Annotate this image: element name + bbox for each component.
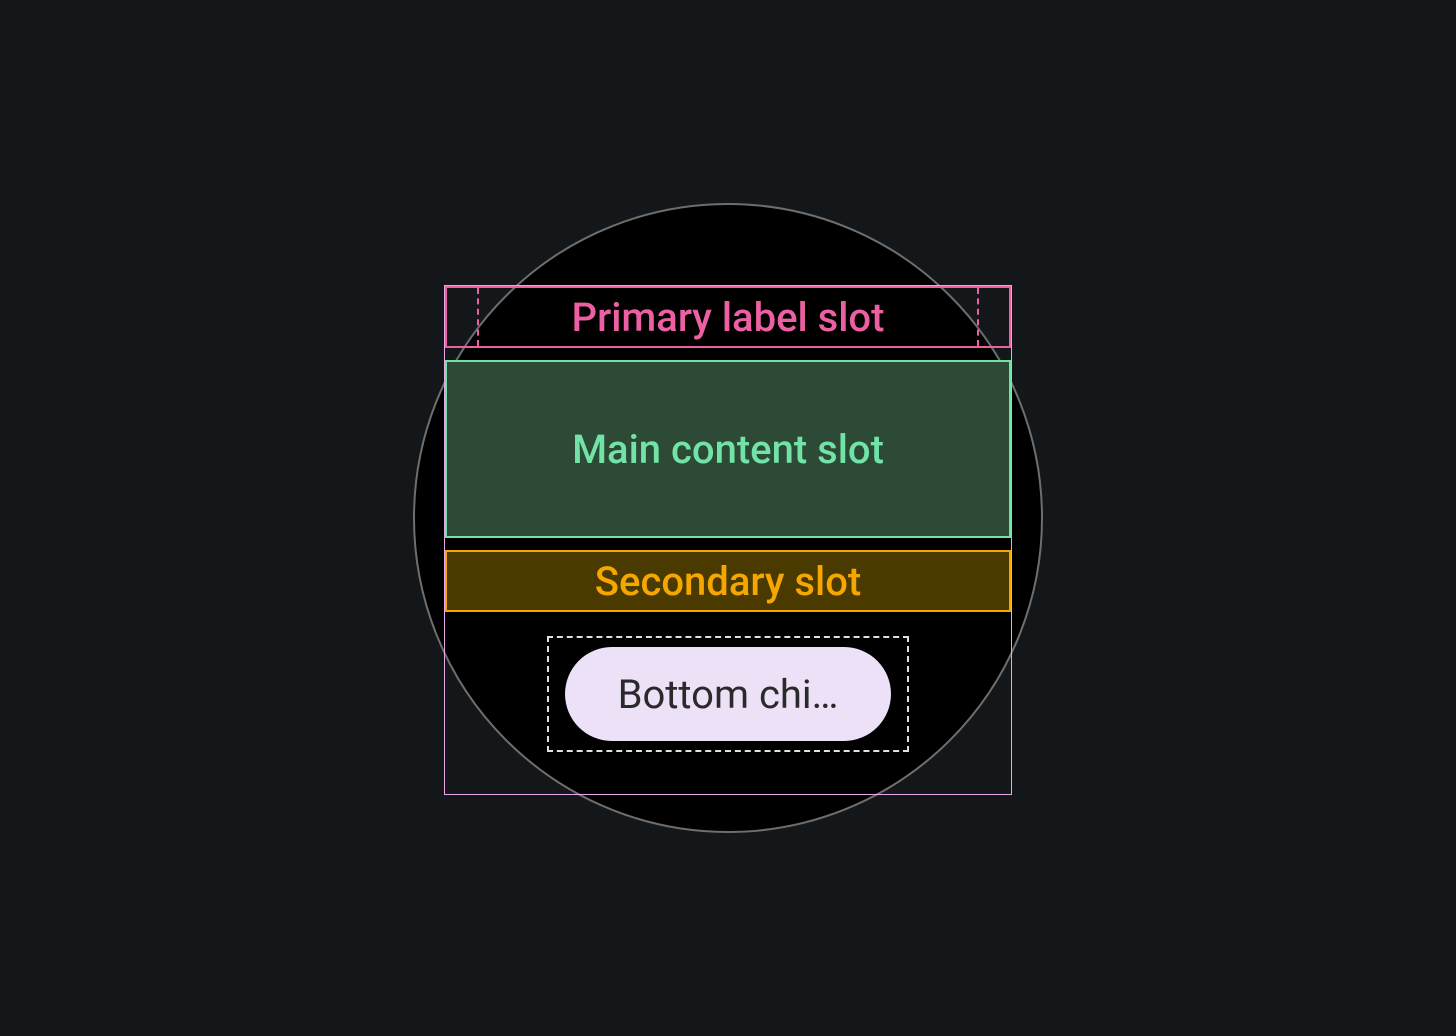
bottom-dashed-guide: Bottom chi… (547, 636, 909, 752)
secondary-text: Secondary slot (595, 558, 861, 605)
main-content-slot: Main content slot (445, 360, 1011, 538)
primary-label-slot: Primary label slot (445, 286, 1011, 348)
layout-bounding-box: Primary label slot Main content slot Sec… (444, 285, 1012, 795)
diagram-stage: Primary label slot Main content slot Sec… (403, 193, 1053, 843)
bottom-chip-text: Bottom chi… (618, 671, 839, 718)
bottom-slot-area: Bottom chi… (445, 624, 1011, 764)
secondary-slot: Secondary slot (445, 550, 1011, 612)
primary-slot-dashed-guides (477, 288, 979, 346)
main-content-text: Main content slot (572, 426, 884, 473)
bottom-chip: Bottom chi… (565, 647, 891, 741)
